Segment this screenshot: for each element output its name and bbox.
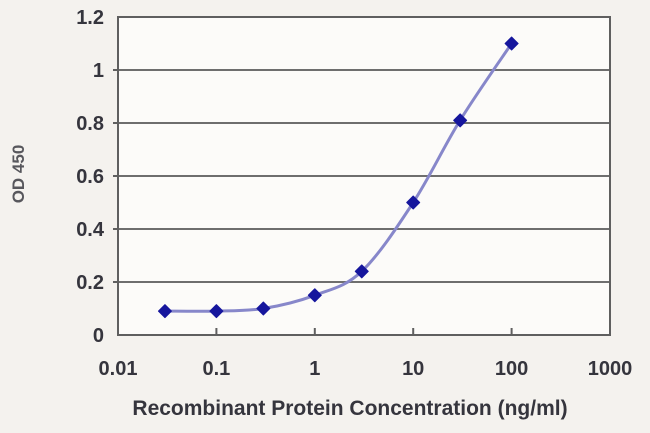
data-point-marker <box>157 304 172 319</box>
data-point-marker <box>256 301 271 316</box>
x-tick-label: 100 <box>495 358 528 380</box>
y-tick-label: 1 <box>93 60 104 82</box>
x-tick-label: 0.01 <box>99 358 138 380</box>
y-tick-label: 0.8 <box>76 113 104 135</box>
data-point-marker <box>504 36 519 51</box>
data-point-marker <box>307 288 322 303</box>
x-tick-label: 0.1 <box>202 358 230 380</box>
data-point-marker <box>354 264 369 279</box>
data-point-marker <box>406 195 421 210</box>
x-tick-label: 1000 <box>588 358 633 380</box>
data-point-marker <box>209 304 224 319</box>
y-tick-label: 0.4 <box>76 219 105 241</box>
x-axis-title: Recombinant Protein Concentration (ng/ml… <box>132 397 567 420</box>
y-axis-title: OD 450 <box>9 145 28 204</box>
x-tick-label: 1 <box>309 358 320 380</box>
y-tick-label: 1.2 <box>76 7 104 29</box>
y-tick-label: 0.6 <box>76 166 104 188</box>
data-point-marker <box>453 113 468 128</box>
x-tick-label: 10 <box>402 358 424 380</box>
y-tick-label: 0 <box>93 325 104 347</box>
y-tick-label: 0.2 <box>76 272 104 294</box>
